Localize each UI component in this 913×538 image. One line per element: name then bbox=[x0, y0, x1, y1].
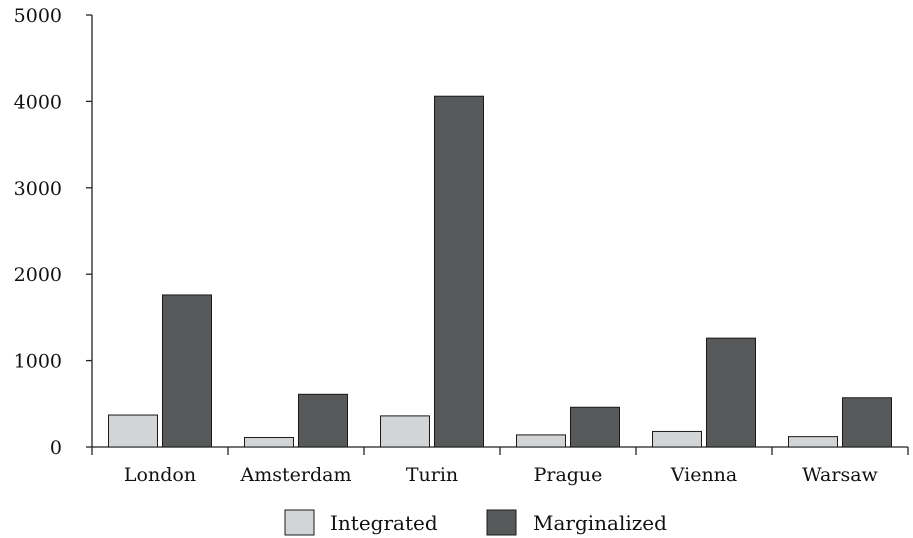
x-category-label: Vienna bbox=[670, 464, 738, 486]
bars bbox=[108, 95, 892, 448]
bar-integrated-london bbox=[108, 414, 158, 448]
y-tick-label: 3000 bbox=[14, 178, 62, 200]
x-axis: London Amsterdam Turin Prague Vienna Warsaw bbox=[91, 446, 909, 486]
legend-swatch-integrated bbox=[284, 509, 315, 536]
x-category-label: Warsaw bbox=[802, 464, 878, 486]
legend-label-integrated: Integrated bbox=[330, 511, 438, 535]
x-category-label: Prague bbox=[534, 464, 603, 486]
bar-integrated-warsaw bbox=[788, 436, 838, 448]
bar-marginalized-london bbox=[162, 294, 212, 448]
x-category-label: London bbox=[124, 464, 196, 486]
y-tick-label: 1000 bbox=[14, 351, 62, 373]
bar-marginalized-warsaw bbox=[842, 397, 892, 448]
y-tick-label: 2000 bbox=[14, 264, 62, 286]
bar-marginalized-amsterdam bbox=[298, 393, 348, 448]
bar-marginalized-turin bbox=[434, 95, 484, 448]
y-tick-label: 4000 bbox=[14, 91, 62, 113]
legend: Integrated Marginalized bbox=[284, 509, 667, 536]
bar-integrated-prague bbox=[516, 434, 566, 448]
bar-marginalized-prague bbox=[570, 406, 620, 448]
y-tick-label: 5000 bbox=[14, 5, 62, 27]
y-tick-label: 0 bbox=[50, 437, 62, 459]
bar-integrated-amsterdam bbox=[244, 436, 294, 448]
legend-label-marginalized: Marginalized bbox=[533, 511, 667, 535]
legend-swatch-marginalized bbox=[486, 509, 517, 536]
x-category-label: Amsterdam bbox=[240, 464, 352, 486]
bar-integrated-vienna bbox=[652, 430, 702, 448]
bar-integrated-turin bbox=[380, 415, 430, 448]
x-category-label: Turin bbox=[406, 464, 458, 486]
y-axis: 0 1000 2000 3000 4000 5000 bbox=[14, 5, 93, 459]
bar-marginalized-vienna bbox=[706, 337, 756, 448]
